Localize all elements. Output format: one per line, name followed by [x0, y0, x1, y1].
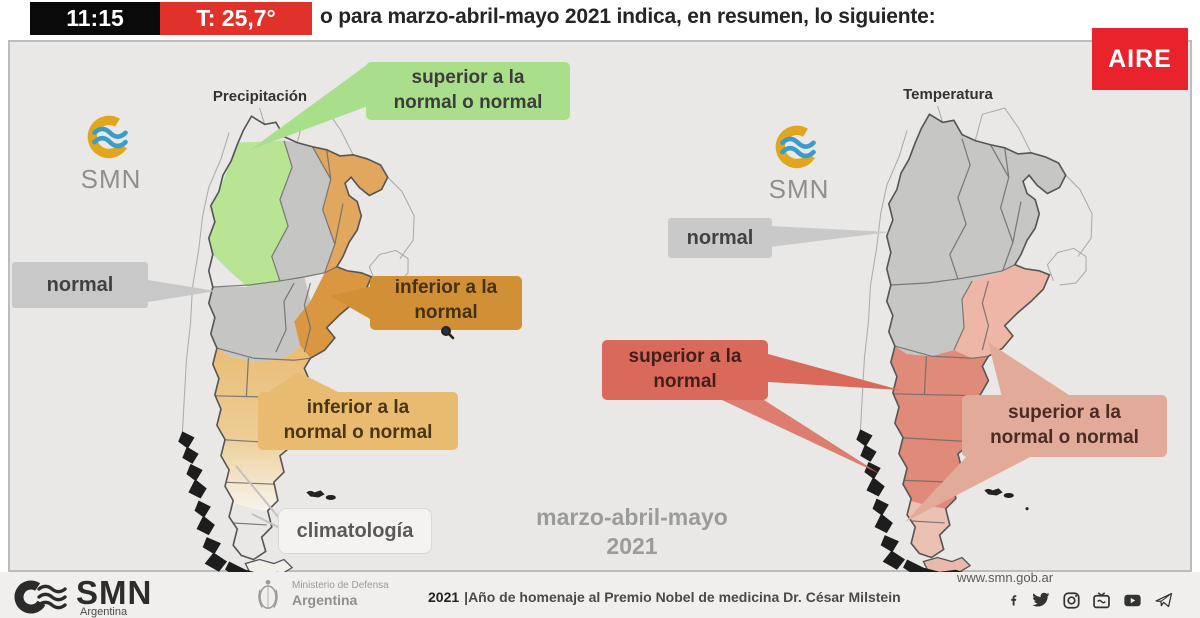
islands — [984, 488, 1029, 511]
province-borders — [890, 138, 1022, 524]
precip-normal-label: normal — [12, 262, 148, 308]
youtube-icon — [1124, 594, 1141, 606]
tribute-line: |Año de homenaje al Premio Nobel de medi… — [464, 589, 901, 605]
precip-below-normal-label: inferior a la normal — [370, 276, 522, 340]
time-text: 11:15 — [66, 5, 124, 31]
temperature-title: Temperatura — [903, 86, 993, 103]
smn-footer-text: SMN — [76, 574, 153, 611]
time-badge: 11:15 — [30, 2, 160, 35]
footer-bar — [0, 572, 1200, 618]
headline: o para marzo-abril-mayo 2021 indica, en … — [320, 5, 936, 28]
temperature-map — [856, 105, 1093, 582]
tv-icon — [1093, 591, 1110, 608]
channel-logo-text: AIRE — [1108, 44, 1172, 73]
telegram-icon — [1155, 592, 1173, 608]
climatology-label: climatología — [278, 508, 432, 554]
temperature-badge: T: 25,7° — [160, 2, 312, 35]
temp-normal-label: normal — [668, 218, 772, 258]
magnifier-icon — [440, 326, 454, 340]
top-bar: 11:15 T: 25,7° o para marzo-abril-mayo 2… — [0, 0, 1200, 40]
channel-logo: AIRE — [1092, 28, 1188, 90]
smn-footer-logo-icon — [14, 580, 67, 614]
smn-logo-text: SMN — [768, 174, 830, 204]
tribute-year: 2021 — [428, 589, 460, 605]
facebook-icon — [1011, 595, 1017, 606]
tribute-text: 2021 |Año de homenaje al Premio Nobel de … — [428, 589, 901, 605]
precipitation-map — [178, 107, 415, 584]
precipitation-title: Precipitación — [212, 88, 308, 105]
smn-logo-icon — [87, 115, 131, 159]
temp-above-normal-label: superior a la normal — [602, 340, 768, 400]
temp-above-or-normal-label: superior a la normal o normal — [962, 395, 1167, 457]
smn-logo-text: SMN — [80, 164, 142, 194]
social-icons-row — [1008, 591, 1173, 609]
instagram-icon — [1063, 591, 1080, 609]
ministry-label: Ministerio de Defensa Argentina — [292, 580, 389, 608]
temperature-text: T: 25,7° — [196, 5, 276, 31]
neighbor-borders — [859, 105, 1093, 432]
precip-above-normal-label: superior a la normal o normal — [366, 62, 570, 120]
ministry-coat-of-arms-icon — [258, 579, 278, 609]
forecast-period: marzo-abril-mayo 2021 — [536, 504, 728, 559]
website-url: www.smn.gob.ar — [956, 570, 1054, 585]
precip-below-or-normal-label: inferior a la normal o normal — [258, 392, 458, 450]
smn-logo-icon — [775, 125, 819, 169]
twitter-icon — [1032, 592, 1050, 607]
smn-footer-subtext: Argentina — [80, 606, 128, 618]
